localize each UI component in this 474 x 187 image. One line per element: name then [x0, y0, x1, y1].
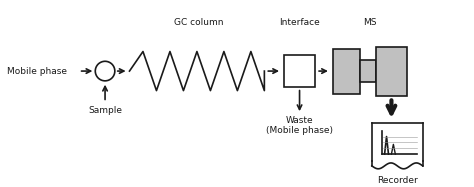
Text: Mobile phase: Mobile phase	[7, 67, 67, 76]
Bar	[333, 49, 360, 94]
Text: Sample: Sample	[88, 106, 122, 115]
Text: Waste
(Mobile phase): Waste (Mobile phase)	[266, 116, 333, 135]
Text: Interface: Interface	[279, 18, 320, 27]
Bar	[376, 47, 407, 96]
Text: Recorder: Recorder	[377, 176, 418, 185]
Text: GC column: GC column	[174, 18, 224, 27]
Bar	[284, 55, 315, 87]
Text: MS: MS	[363, 18, 377, 27]
Bar	[360, 60, 376, 82]
